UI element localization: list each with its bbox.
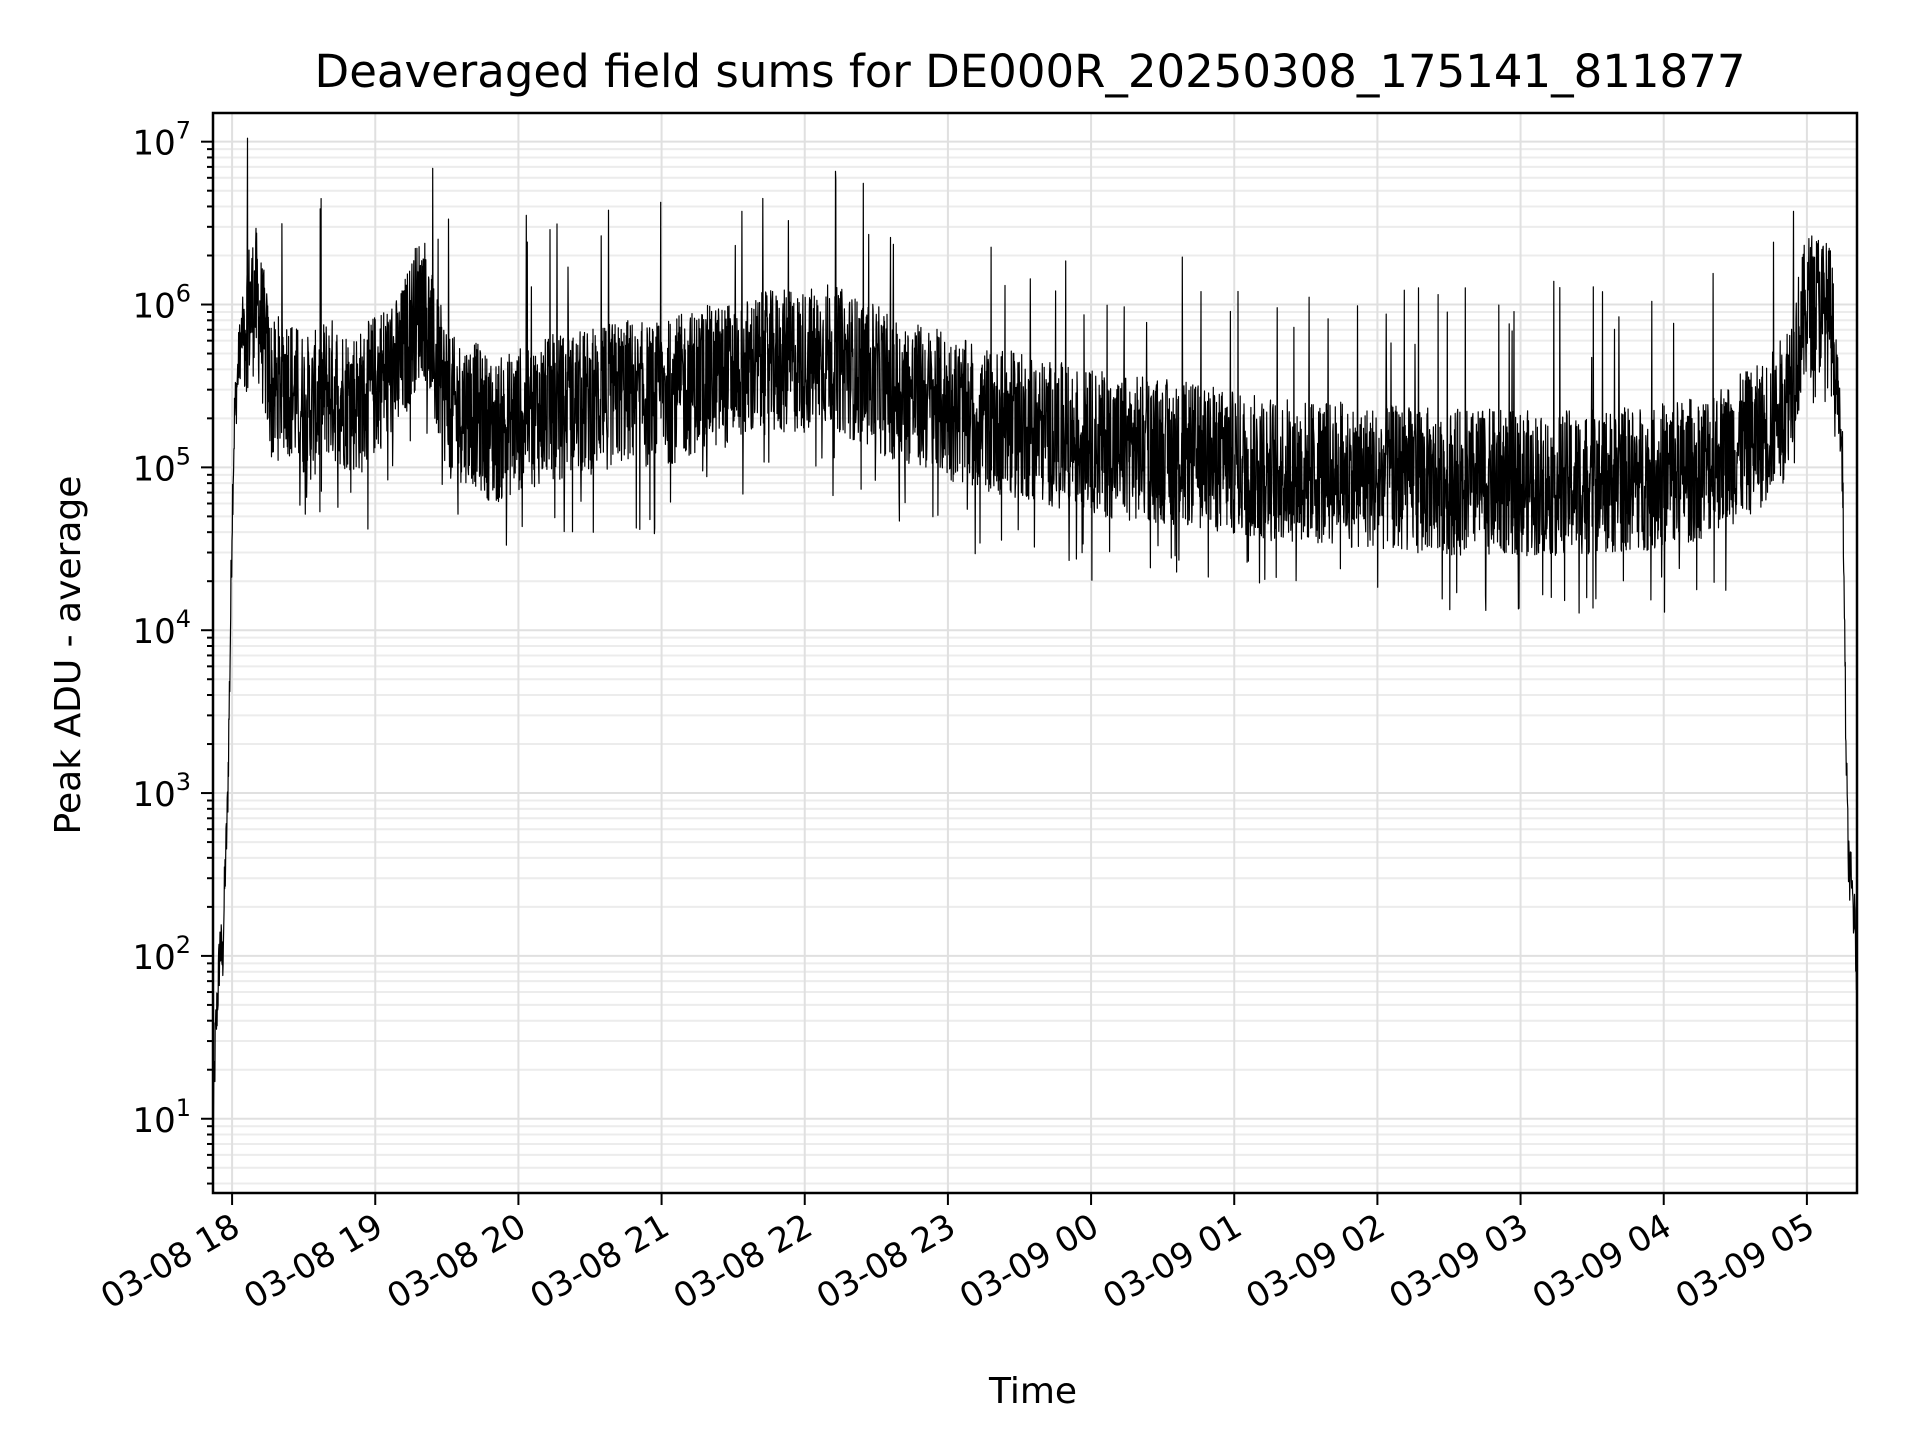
series-layer bbox=[212, 137, 1858, 1136]
y-tick-label: 105 bbox=[132, 442, 191, 489]
plot-frame bbox=[211, 111, 1859, 1195]
x-axis-label: Time bbox=[988, 1371, 1077, 1412]
y-tick-label: 103 bbox=[132, 768, 191, 815]
series-line bbox=[212, 137, 1858, 1136]
y-tick-label: 104 bbox=[132, 605, 191, 652]
grid bbox=[213, 113, 1857, 1193]
y-tick-label: 107 bbox=[132, 117, 191, 164]
y-tick-label: 102 bbox=[132, 931, 191, 978]
y-tick-label: 106 bbox=[132, 280, 191, 327]
y-axis-label: Peak ADU - average bbox=[48, 476, 89, 835]
y-tick-label: 101 bbox=[132, 1094, 191, 1141]
chart-title: Deaveraged field sums for DE000R_2025030… bbox=[315, 45, 1746, 98]
